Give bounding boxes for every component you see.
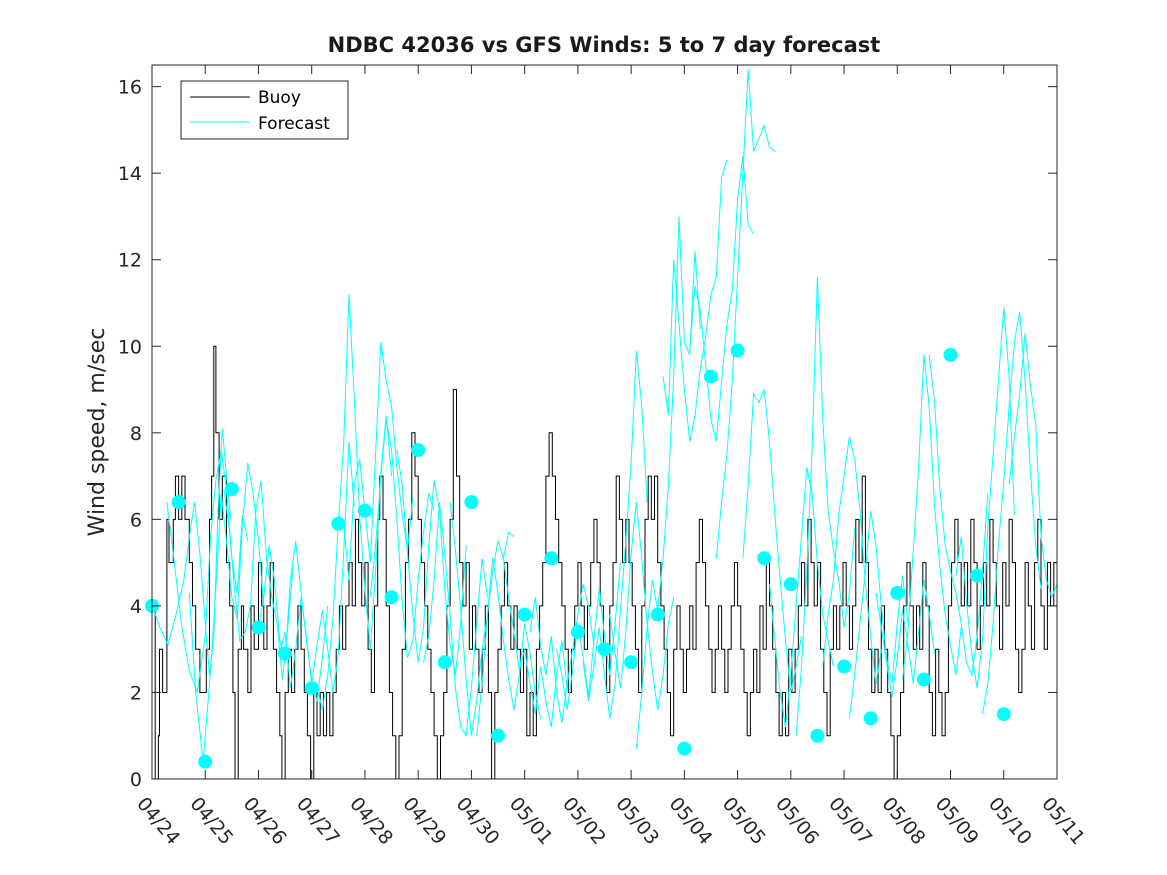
forecast-line-17 [582,350,648,719]
forecast-line-21 [689,155,755,442]
forecast-marker-27 [837,659,852,674]
forecast-marker-32 [970,568,985,583]
forecast-line-13 [476,558,542,736]
y-tick-label-14: 14 [118,163,142,185]
forecast-marker-21 [677,741,692,756]
series-group [152,69,1057,779]
y-tick-label-10: 10 [118,336,142,358]
forecast-marker-28 [863,711,878,726]
y-axis-label: Wind speed, m/sec [85,328,110,537]
forecast-marker-7 [304,681,319,696]
forecast-line-18 [609,502,675,710]
forecast-line-11 [423,502,488,738]
y-tick-label-8: 8 [130,423,142,445]
forecast-marker-29 [890,585,905,600]
forecast-marker-26 [810,728,825,743]
forecast-marker-8 [331,516,346,531]
forecast-line-20 [662,160,728,442]
forecast-line-33 [1008,333,1057,599]
y-tick-label-16: 16 [118,77,142,99]
forecast-marker-12 [437,655,452,670]
forecast-marker-30 [916,672,931,687]
axes-box [151,64,1058,780]
forecast-line-4 [223,480,294,680]
y-tick-label-4: 4 [130,596,142,618]
forecast-line-14 [502,558,568,728]
forecast-line-27 [848,510,909,719]
forecast-marker-4 [224,482,239,497]
legend-box [180,80,349,140]
forecast-marker-17 [570,624,585,639]
forecast-line-28 [875,579,936,697]
forecast-line-3 [188,463,265,762]
forecast-marker-3 [198,754,213,769]
forecast-marker-23 [730,343,745,358]
forecast-marker-31 [943,347,958,362]
y-tick-label-0: 0 [130,769,142,791]
forecast-marker-19 [624,655,639,670]
forecast-line-29 [902,354,962,680]
forecast-marker-15 [517,607,532,622]
forecast-line-2 [166,450,249,693]
chart-title: NDBC 42036 vs GFS Winds: 5 to 7 day fore… [328,33,881,57]
forecast-marker-10 [384,590,399,605]
forecast-line-30 [928,354,989,678]
forecast-marker-16 [544,551,559,566]
forecast-marker-2 [171,495,186,510]
forecast-line-6 [279,441,355,693]
forecast-line-32 [982,311,1042,715]
forecast-line-31 [955,307,1015,689]
forecast-line-1 [152,428,232,676]
legend: Buoy Forecast [180,80,349,140]
forecast-line-16 [556,562,621,710]
y-tick-label-2: 2 [130,682,142,704]
forecast-marker-25 [783,577,798,592]
forecast-marker-5 [251,620,266,635]
y-tick-label-12: 12 [118,250,142,272]
plot-area [145,69,1057,779]
forecast-marker-14 [491,728,505,743]
forecast-line-19 [635,216,701,749]
legend-label-forecast: Forecast [258,114,330,134]
forecast-marker-11 [411,443,426,458]
forecast-line-22 [715,69,776,559]
forecast-line-23 [742,389,802,693]
forecast-line-8 [343,341,414,580]
forecast-line-15 [529,584,595,723]
legend-label-buoy: Buoy [258,88,301,108]
forecast-marker-20 [650,607,665,622]
forecast-marker-22 [704,369,718,384]
forecast-line-25 [795,276,856,736]
forecast-marker-33 [996,707,1011,722]
forecast-marker-24 [757,551,772,566]
forecast-marker-13 [464,495,479,510]
forecast-line-5 [258,540,329,702]
forecast-line-9 [369,419,435,658]
y-tick-label-6: 6 [130,509,142,531]
forecast-line-26 [822,436,882,684]
forecast-marker-9 [357,503,372,518]
forecast-marker-6 [278,646,293,661]
forecast-line-24 [769,467,834,728]
forecast-marker-18 [597,642,612,657]
